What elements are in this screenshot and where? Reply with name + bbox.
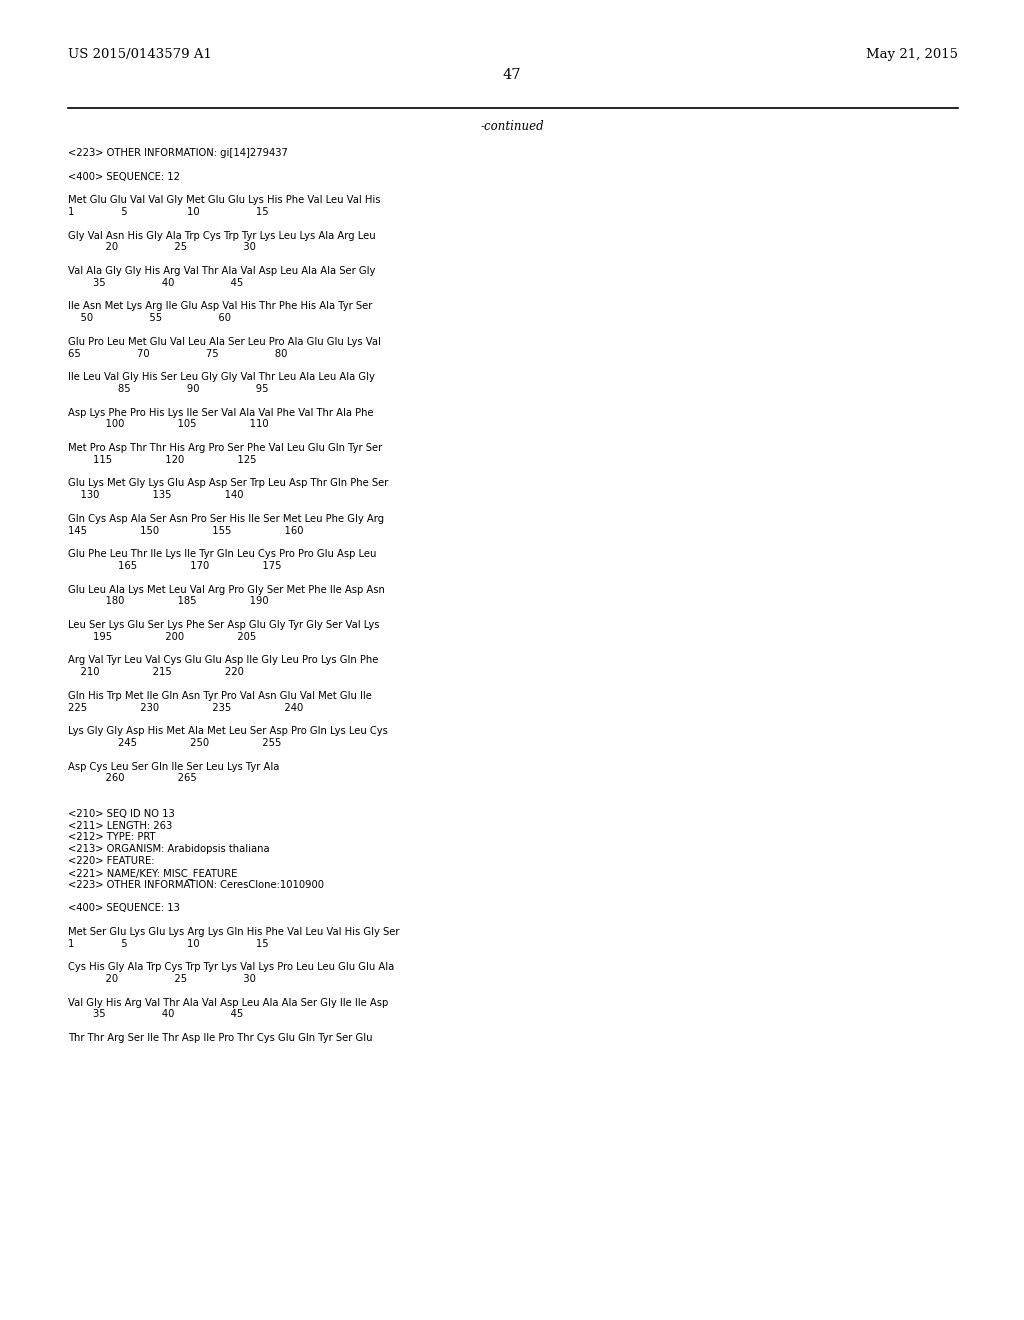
Text: Arg Val Tyr Leu Val Cys Glu Glu Asp Ile Gly Leu Pro Lys Gln Phe: Arg Val Tyr Leu Val Cys Glu Glu Asp Ile … xyxy=(68,656,379,665)
Text: <400> SEQUENCE: 13: <400> SEQUENCE: 13 xyxy=(68,903,180,913)
Text: Met Glu Glu Val Val Gly Met Glu Glu Lys His Phe Val Leu Val His: Met Glu Glu Val Val Gly Met Glu Glu Lys … xyxy=(68,195,381,205)
Text: 65                  70                  75                  80: 65 70 75 80 xyxy=(68,348,288,359)
Text: 165                 170                 175: 165 170 175 xyxy=(68,561,282,572)
Text: <220> FEATURE:: <220> FEATURE: xyxy=(68,855,155,866)
Text: 180                 185                 190: 180 185 190 xyxy=(68,597,268,606)
Text: Asp Cys Leu Ser Gln Ile Ser Leu Lys Tyr Ala: Asp Cys Leu Ser Gln Ile Ser Leu Lys Tyr … xyxy=(68,762,280,772)
Text: Glu Pro Leu Met Glu Val Leu Ala Ser Leu Pro Ala Glu Glu Lys Val: Glu Pro Leu Met Glu Val Leu Ala Ser Leu … xyxy=(68,337,381,347)
Text: Glu Lys Met Gly Lys Glu Asp Asp Ser Trp Leu Asp Thr Gln Phe Ser: Glu Lys Met Gly Lys Glu Asp Asp Ser Trp … xyxy=(68,478,388,488)
Text: Asp Lys Phe Pro His Lys Ile Ser Val Ala Val Phe Val Thr Ala Phe: Asp Lys Phe Pro His Lys Ile Ser Val Ala … xyxy=(68,408,374,417)
Text: 20                  25                  30: 20 25 30 xyxy=(68,243,256,252)
Text: <400> SEQUENCE: 12: <400> SEQUENCE: 12 xyxy=(68,172,180,182)
Text: 130                 135                 140: 130 135 140 xyxy=(68,490,244,500)
Text: Val Ala Gly Gly His Arg Val Thr Ala Val Asp Leu Ala Ala Ser Gly: Val Ala Gly Gly His Arg Val Thr Ala Val … xyxy=(68,267,376,276)
Text: <213> ORGANISM: Arabidopsis thaliana: <213> ORGANISM: Arabidopsis thaliana xyxy=(68,845,269,854)
Text: Thr Thr Arg Ser Ile Thr Asp Ile Pro Thr Cys Glu Gln Tyr Ser Glu: Thr Thr Arg Ser Ile Thr Asp Ile Pro Thr … xyxy=(68,1034,373,1043)
Text: 210                 215                 220: 210 215 220 xyxy=(68,667,244,677)
Text: Val Gly His Arg Val Thr Ala Val Asp Leu Ala Ala Ser Gly Ile Ile Asp: Val Gly His Arg Val Thr Ala Val Asp Leu … xyxy=(68,998,388,1007)
Text: 47: 47 xyxy=(503,69,521,82)
Text: Glu Phe Leu Thr Ile Lys Ile Tyr Gln Leu Cys Pro Pro Glu Asp Leu: Glu Phe Leu Thr Ile Lys Ile Tyr Gln Leu … xyxy=(68,549,377,560)
Text: Ile Leu Val Gly His Ser Leu Gly Gly Val Thr Leu Ala Leu Ala Gly: Ile Leu Val Gly His Ser Leu Gly Gly Val … xyxy=(68,372,375,383)
Text: Cys His Gly Ala Trp Cys Trp Tyr Lys Val Lys Pro Leu Leu Glu Glu Ala: Cys His Gly Ala Trp Cys Trp Tyr Lys Val … xyxy=(68,962,394,973)
Text: Met Pro Asp Thr Thr His Arg Pro Ser Phe Val Leu Glu Gln Tyr Ser: Met Pro Asp Thr Thr His Arg Pro Ser Phe … xyxy=(68,444,382,453)
Text: 195                 200                 205: 195 200 205 xyxy=(68,632,256,642)
Text: 85                  90                  95: 85 90 95 xyxy=(68,384,268,393)
Text: <221> NAME/KEY: MISC_FEATURE: <221> NAME/KEY: MISC_FEATURE xyxy=(68,867,238,879)
Text: 50                  55                  60: 50 55 60 xyxy=(68,313,231,323)
Text: <223> OTHER INFORMATION: gi[14]279437: <223> OTHER INFORMATION: gi[14]279437 xyxy=(68,148,288,158)
Text: 225                 230                 235                 240: 225 230 235 240 xyxy=(68,702,303,713)
Text: 35                  40                  45: 35 40 45 xyxy=(68,277,244,288)
Text: 1               5                   10                  15: 1 5 10 15 xyxy=(68,939,268,949)
Text: Gln Cys Asp Ala Ser Asn Pro Ser His Ile Ser Met Leu Phe Gly Arg: Gln Cys Asp Ala Ser Asn Pro Ser His Ile … xyxy=(68,513,384,524)
Text: Gly Val Asn His Gly Ala Trp Cys Trp Tyr Lys Leu Lys Ala Arg Leu: Gly Val Asn His Gly Ala Trp Cys Trp Tyr … xyxy=(68,231,376,240)
Text: Lys Gly Gly Asp His Met Ala Met Leu Ser Asp Pro Gln Lys Leu Cys: Lys Gly Gly Asp His Met Ala Met Leu Ser … xyxy=(68,726,388,737)
Text: US 2015/0143579 A1: US 2015/0143579 A1 xyxy=(68,48,212,61)
Text: Met Ser Glu Lys Glu Lys Arg Lys Gln His Phe Val Leu Val His Gly Ser: Met Ser Glu Lys Glu Lys Arg Lys Gln His … xyxy=(68,927,399,937)
Text: <210> SEQ ID NO 13: <210> SEQ ID NO 13 xyxy=(68,809,175,818)
Text: <211> LENGTH: 263: <211> LENGTH: 263 xyxy=(68,821,172,830)
Text: -continued: -continued xyxy=(480,120,544,133)
Text: Glu Leu Ala Lys Met Leu Val Arg Pro Gly Ser Met Phe Ile Asp Asn: Glu Leu Ala Lys Met Leu Val Arg Pro Gly … xyxy=(68,585,385,594)
Text: 245                 250                 255: 245 250 255 xyxy=(68,738,282,748)
Text: 145                 150                 155                 160: 145 150 155 160 xyxy=(68,525,303,536)
Text: <212> TYPE: PRT: <212> TYPE: PRT xyxy=(68,833,156,842)
Text: May 21, 2015: May 21, 2015 xyxy=(866,48,958,61)
Text: 115                 120                 125: 115 120 125 xyxy=(68,455,256,465)
Text: 1               5                   10                  15: 1 5 10 15 xyxy=(68,207,268,216)
Text: Ile Asn Met Lys Arg Ile Glu Asp Val His Thr Phe His Ala Tyr Ser: Ile Asn Met Lys Arg Ile Glu Asp Val His … xyxy=(68,301,373,312)
Text: 100                 105                 110: 100 105 110 xyxy=(68,420,268,429)
Text: Gln His Trp Met Ile Gln Asn Tyr Pro Val Asn Glu Val Met Glu Ile: Gln His Trp Met Ile Gln Asn Tyr Pro Val … xyxy=(68,690,372,701)
Text: 35                  40                  45: 35 40 45 xyxy=(68,1010,244,1019)
Text: Leu Ser Lys Glu Ser Lys Phe Ser Asp Glu Gly Tyr Gly Ser Val Lys: Leu Ser Lys Glu Ser Lys Phe Ser Asp Glu … xyxy=(68,620,380,630)
Text: <223> OTHER INFORMATION: CeresClone:1010900: <223> OTHER INFORMATION: CeresClone:1010… xyxy=(68,879,324,890)
Text: 20                  25                  30: 20 25 30 xyxy=(68,974,256,983)
Text: 260                 265: 260 265 xyxy=(68,774,197,783)
